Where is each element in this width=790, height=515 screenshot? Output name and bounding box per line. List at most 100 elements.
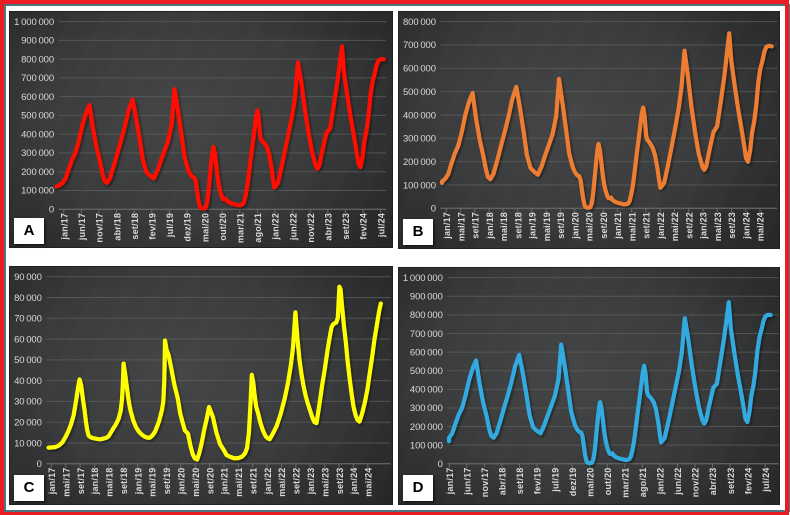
svg-text:70 000: 70 000 <box>14 314 42 325</box>
svg-text:set/20: set/20 <box>205 468 215 495</box>
svg-text:set/20: set/20 <box>599 212 609 239</box>
svg-text:jan/17: jan/17 <box>442 212 452 240</box>
svg-text:ago/21: ago/21 <box>253 213 263 243</box>
svg-text:20 000: 20 000 <box>14 418 42 429</box>
svg-text:mai/20: mai/20 <box>585 212 595 241</box>
svg-text:set/18: set/18 <box>130 213 140 240</box>
svg-text:jan/23: jan/23 <box>306 468 316 496</box>
svg-text:mai/19: mai/19 <box>542 212 552 241</box>
svg-text:abr/18: abr/18 <box>498 468 508 496</box>
svg-text:mai/24: mai/24 <box>756 212 766 241</box>
svg-text:abr/23: abr/23 <box>324 213 334 241</box>
svg-text:jan/24: jan/24 <box>349 468 359 496</box>
svg-text:700 000: 700 000 <box>21 73 54 84</box>
svg-text:jul/24: jul/24 <box>376 213 386 238</box>
svg-text:400 000: 400 000 <box>21 130 54 141</box>
svg-text:mar/21: mar/21 <box>236 213 246 243</box>
svg-text:900 000: 900 000 <box>21 36 54 47</box>
svg-text:set/17: set/17 <box>471 212 481 239</box>
svg-text:fev/19: fev/19 <box>533 468 543 495</box>
svg-text:fev/24: fev/24 <box>359 213 369 240</box>
svg-text:0: 0 <box>49 205 54 216</box>
svg-text:0: 0 <box>431 204 436 215</box>
svg-text:jul/19: jul/19 <box>165 213 175 238</box>
svg-text:set/18: set/18 <box>515 468 525 495</box>
svg-text:mai/22: mai/22 <box>670 212 680 241</box>
svg-text:jun/22: jun/22 <box>673 468 683 496</box>
svg-text:jan/19: jan/19 <box>133 468 143 496</box>
svg-text:1 000 000: 1 000 000 <box>403 273 443 284</box>
svg-text:800 000: 800 000 <box>403 17 436 28</box>
svg-text:jan/22: jan/22 <box>271 213 281 241</box>
svg-text:0: 0 <box>37 459 42 470</box>
svg-text:200 000: 200 000 <box>403 157 436 168</box>
svg-text:800 000: 800 000 <box>410 310 443 321</box>
svg-text:mai/21: mai/21 <box>234 468 244 497</box>
svg-text:jan/20: jan/20 <box>177 468 187 496</box>
svg-text:jan/21: jan/21 <box>613 212 623 240</box>
svg-text:90 000: 90 000 <box>14 272 42 283</box>
svg-text:jan/17: jan/17 <box>445 468 455 496</box>
svg-text:set/23: set/23 <box>341 213 351 240</box>
svg-text:mai/23: mai/23 <box>320 468 330 497</box>
svg-text:set/22: set/22 <box>684 212 694 239</box>
svg-text:100 000: 100 000 <box>21 186 54 197</box>
svg-text:1 000 000: 1 000 000 <box>14 17 54 28</box>
svg-text:80 000: 80 000 <box>14 293 42 304</box>
svg-text:jan/18: jan/18 <box>485 212 495 240</box>
svg-text:set/21: set/21 <box>642 212 652 239</box>
svg-text:mai/20: mai/20 <box>585 468 595 497</box>
svg-text:700 000: 700 000 <box>410 329 443 340</box>
svg-text:abr/23: abr/23 <box>708 468 718 496</box>
svg-text:nov/22: nov/22 <box>306 213 316 243</box>
svg-text:nov/17: nov/17 <box>95 213 105 243</box>
svg-text:mai/18: mai/18 <box>105 468 115 497</box>
svg-text:700 000: 700 000 <box>403 40 436 51</box>
svg-text:500 000: 500 000 <box>410 366 443 377</box>
svg-text:abr/18: abr/18 <box>112 213 122 241</box>
svg-text:800 000: 800 000 <box>21 54 54 65</box>
svg-text:400 000: 400 000 <box>403 110 436 121</box>
svg-text:jun/17: jun/17 <box>77 213 87 241</box>
svg-text:mar/21: mar/21 <box>621 468 631 498</box>
svg-text:100 000: 100 000 <box>410 441 443 452</box>
svg-text:set/23: set/23 <box>726 468 736 495</box>
svg-text:10 000: 10 000 <box>14 438 42 449</box>
svg-text:mai/20: mai/20 <box>191 468 201 497</box>
svg-text:jan/17: jan/17 <box>60 213 70 241</box>
svg-text:jan/18: jan/18 <box>90 468 100 496</box>
svg-text:set/19: set/19 <box>556 212 566 239</box>
svg-text:jan/23: jan/23 <box>699 212 709 240</box>
svg-text:jan/22: jan/22 <box>656 212 666 240</box>
svg-text:jun/22: jun/22 <box>288 213 298 241</box>
svg-text:set/17: set/17 <box>76 468 86 495</box>
svg-text:mai/22: mai/22 <box>277 468 287 497</box>
svg-text:500 000: 500 000 <box>403 87 436 98</box>
svg-text:mai/17: mai/17 <box>61 468 71 497</box>
svg-text:ago/21: ago/21 <box>638 468 648 498</box>
svg-text:300 000: 300 000 <box>410 403 443 414</box>
svg-text:jan/22: jan/22 <box>656 468 666 496</box>
svg-text:60 000: 60 000 <box>14 334 42 345</box>
svg-text:400 000: 400 000 <box>410 385 443 396</box>
svg-text:600 000: 600 000 <box>403 64 436 75</box>
svg-text:nov/17: nov/17 <box>480 468 490 498</box>
svg-text:jan/22: jan/22 <box>263 468 273 496</box>
svg-text:300 000: 300 000 <box>403 134 436 145</box>
svg-text:mai/21: mai/21 <box>627 212 637 241</box>
svg-text:500 000: 500 000 <box>21 111 54 122</box>
svg-text:200 000: 200 000 <box>21 167 54 178</box>
svg-text:set/23: set/23 <box>335 468 345 495</box>
svg-text:900 000: 900 000 <box>410 292 443 303</box>
svg-text:jan/24: jan/24 <box>742 212 752 240</box>
svg-text:200 000: 200 000 <box>410 422 443 433</box>
svg-text:set/22: set/22 <box>292 468 302 495</box>
svg-text:mai/18: mai/18 <box>499 212 509 241</box>
svg-text:set/18: set/18 <box>513 212 523 239</box>
svg-text:300 000: 300 000 <box>21 148 54 159</box>
svg-text:set/19: set/19 <box>162 468 172 495</box>
svg-text:jan/21: jan/21 <box>220 468 230 496</box>
svg-text:jan/20: jan/20 <box>570 212 580 240</box>
svg-text:out/20: out/20 <box>218 213 228 241</box>
svg-text:30 000: 30 000 <box>14 397 42 408</box>
